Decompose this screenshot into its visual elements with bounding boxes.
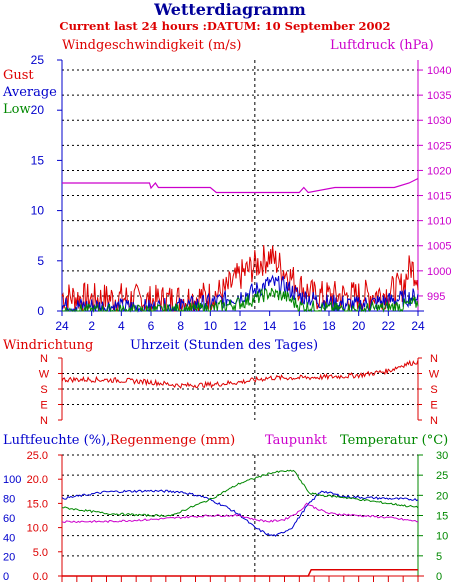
p1-left-tick-label-0: 0 — [37, 304, 44, 318]
p1-right-tick-label-2: 1005 — [427, 241, 451, 253]
humidity-axis-label: Luftfeuchte (%), — [3, 433, 110, 448]
p3-rain-tick-label-1: 5.0 — [33, 547, 48, 559]
p1-left-tick-label-5: 25 — [31, 53, 45, 67]
p2-right-tick-label-4: N — [430, 415, 438, 427]
legend-low: Low — [3, 102, 31, 117]
p2-left-tick-label-3: E — [40, 400, 47, 412]
p1-series-average — [61, 274, 419, 313]
tick-labels-layer: 0510152025995100010051010101510201025103… — [3, 53, 451, 583]
p1-series-pressure — [62, 177, 419, 194]
p1-x-tick-label-9: 18 — [322, 319, 336, 333]
p1-left-tick-label-2: 10 — [31, 204, 45, 218]
p3-temp-tick-label-4: 20 — [436, 490, 448, 502]
chart-title: Wetterdiagramm — [153, 0, 306, 19]
p3-rain-tick-label-2: 10.0 — [27, 523, 48, 535]
p1-x-tick-label-7: 14 — [263, 319, 277, 333]
p1-x-tick-label-5: 10 — [204, 319, 218, 333]
p1-right-tick-label-3: 1010 — [427, 216, 451, 228]
p3-temp-tick-label-6: 30 — [436, 450, 448, 462]
temperature-label-unit: °C) — [427, 433, 449, 448]
p1-x-tick-label-8: 16 — [293, 319, 307, 333]
dewpoint-label: Taupunkt — [265, 433, 328, 448]
p1-right-tick-label-5: 1020 — [427, 165, 451, 177]
wind-direction-axis-label: Windrichtung — [3, 338, 93, 353]
p2-left-tick-label-2: S — [40, 384, 47, 396]
p1-right-tick-label-0: 995 — [427, 291, 445, 303]
p2-right-tick-label-2: S — [430, 384, 437, 396]
p1-series-gust — [61, 244, 419, 312]
wind-speed-axis-label: Windgeschwindigkeit (m/s) — [62, 38, 241, 53]
p2-series-direction — [61, 359, 419, 390]
p1-x-tick-label-3: 6 — [148, 319, 155, 333]
chart-subtitle: Current last 24 hours :DATUM: 10 Septemb… — [59, 19, 390, 33]
time-axis-label: Uhrzeit (Stunden des Tages) — [130, 338, 318, 353]
p3-humidity-tick-label-4: 80 — [3, 494, 15, 506]
p1-x-tick-label-0: 24 — [55, 319, 69, 333]
p2-right-tick-label-1: W — [429, 369, 440, 381]
p2-left-tick-label-4: N — [40, 415, 48, 427]
p1-series-low — [61, 287, 419, 313]
p1-x-tick-label-12: 24 — [411, 319, 425, 333]
p2-left-tick-label-0: N — [40, 353, 48, 365]
temperature-label-text: Temperatur ( — [340, 433, 427, 448]
p3-temp-tick-label-0: 0 — [436, 571, 442, 583]
p3-rain-tick-label-5: 25.0 — [27, 450, 48, 462]
p3-series-temperature — [61, 469, 419, 518]
p2-right-tick-label-3: E — [430, 400, 437, 412]
p1-right-tick-label-6: 1025 — [427, 140, 451, 152]
p1-x-tick-label-6: 12 — [233, 319, 247, 333]
p2-left-tick-label-1: W — [39, 369, 50, 381]
legend-average: Average — [2, 85, 57, 100]
p3-series-dewpoint — [61, 502, 419, 524]
p3-temp-tick-label-5: 25 — [436, 470, 448, 482]
series-layer — [61, 177, 419, 577]
p3-rain-tick-label-4: 20.0 — [27, 474, 48, 486]
temperature-axis-label: Temperatur (°C) — [340, 433, 448, 448]
rain-axis-label: Regenmenge (mm) — [110, 433, 235, 448]
legend-gust: Gust — [3, 68, 34, 83]
p1-x-tick-label-10: 20 — [352, 319, 366, 333]
p3-series-rain — [62, 568, 418, 577]
p3-series-humidity — [61, 489, 419, 537]
p3-humidity-tick-label-1: 20 — [3, 552, 15, 564]
p1-right-tick-label-9: 1040 — [427, 65, 451, 77]
p3-humidity-tick-label-0: 0 — [3, 571, 9, 583]
p3-rain-tick-label-3: 15.0 — [27, 498, 48, 510]
p1-right-tick-label-1: 1000 — [427, 266, 451, 278]
p3-rain-tick-label-0: 0.0 — [33, 571, 48, 583]
p1-left-tick-label-4: 20 — [31, 103, 45, 117]
p1-x-tick-label-1: 2 — [88, 319, 95, 333]
p1-x-tick-label-4: 8 — [177, 319, 184, 333]
p3-temp-tick-label-1: 5 — [436, 551, 442, 563]
p1-right-tick-label-7: 1030 — [427, 115, 451, 127]
p1-right-tick-label-8: 1035 — [427, 90, 451, 102]
p3-temp-tick-label-3: 15 — [436, 511, 448, 523]
p1-right-tick-label-4: 1015 — [427, 191, 451, 203]
p1-left-tick-label-3: 15 — [31, 153, 45, 167]
p3-humidity-tick-label-3: 60 — [3, 513, 15, 525]
p1-x-tick-label-11: 22 — [382, 319, 396, 333]
p3-humidity-tick-label-5: 100 — [3, 474, 21, 486]
p3-temp-tick-label-2: 10 — [436, 531, 448, 543]
p1-x-tick-label-2: 4 — [118, 319, 125, 333]
p3-humidity-tick-label-2: 40 — [3, 532, 15, 544]
p1-left-tick-label-1: 5 — [37, 254, 44, 268]
grid-layer — [62, 60, 418, 576]
p2-right-tick-label-0: N — [430, 353, 438, 365]
pressure-axis-label: Luftdruck (hPa) — [330, 38, 434, 53]
